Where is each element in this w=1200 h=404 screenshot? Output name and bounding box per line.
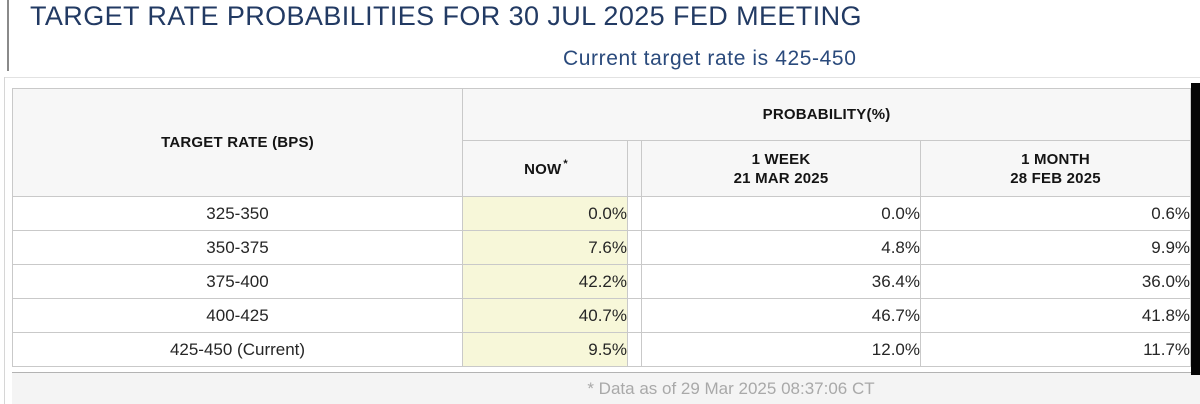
- table-row: 325-350 0.0% 0.0% 0.6%: [12, 196, 1192, 231]
- month-probability-cell: 41.8%: [919, 298, 1192, 333]
- now-probability-cell: 40.7%: [462, 298, 628, 333]
- month-date: 28 FEB 2025: [1010, 169, 1101, 187]
- month-probability-cell: 11.7%: [919, 332, 1192, 367]
- now-probability-cell: 7.6%: [462, 230, 628, 265]
- week-probability-cell: 4.8%: [641, 230, 921, 265]
- data-as-of-footnote: * Data as of 29 Mar 2025 08:37:06 CT: [12, 372, 1200, 404]
- column-header-now: NOW *: [462, 140, 628, 197]
- now-probability-cell: 0.0%: [462, 196, 628, 231]
- current-target-rate-subtitle: Current target rate is 425-450: [563, 47, 857, 70]
- spacer-cell: [627, 332, 642, 367]
- rate-range-cell: 375-400: [12, 264, 463, 299]
- month-probability-cell: 9.9%: [919, 230, 1192, 265]
- now-probability-cell: 9.5%: [462, 332, 628, 367]
- column-header-probability: PROBABILITY(%): [461, 88, 1192, 141]
- column-header-1-month: 1 MONTH 28 FEB 2025: [919, 140, 1192, 197]
- week-label: 1 WEEK: [751, 150, 811, 168]
- title-left-rule: [7, 0, 9, 71]
- spacer-cell: [627, 230, 642, 265]
- column-header-1-week: 1 WEEK 21 MAR 2025: [641, 140, 921, 197]
- month-probability-cell: 0.6%: [919, 196, 1192, 231]
- rate-range-cell: 325-350: [12, 196, 463, 231]
- table-row: 375-400 42.2% 36.4% 36.0%: [12, 264, 1192, 299]
- month-label: 1 MONTH: [1021, 150, 1090, 168]
- rate-range-cell: 400-425: [12, 298, 463, 333]
- week-probability-cell: 12.0%: [641, 332, 921, 367]
- table-row: 425-450 (Current) 9.5% 12.0% 11.7%: [12, 332, 1192, 367]
- section-divider: [4, 77, 1200, 78]
- week-probability-cell: 0.0%: [641, 196, 921, 231]
- now-probability-cell: 42.2%: [462, 264, 628, 299]
- probability-table: TARGET RATE (BPS) PROBABILITY(%) NOW * 1 …: [12, 88, 1192, 367]
- panel-left-rule: [4, 77, 5, 404]
- rate-range-cell: 425-450 (Current): [12, 332, 463, 367]
- table-row: 350-375 7.6% 4.8% 9.9%: [12, 230, 1192, 265]
- spacer-cell: [627, 298, 642, 333]
- week-probability-cell: 36.4%: [641, 264, 921, 299]
- column-header-target-rate: TARGET RATE (BPS): [12, 88, 463, 197]
- spacer-cell: [627, 196, 642, 231]
- vertical-scrollbar[interactable]: [1191, 83, 1200, 375]
- month-probability-cell: 36.0%: [919, 264, 1192, 299]
- week-date: 21 MAR 2025: [733, 169, 829, 187]
- table-row: 400-425 40.7% 46.7% 41.8%: [12, 298, 1192, 333]
- footnote-asterisk: *: [563, 158, 568, 170]
- spacer-column-header: [627, 140, 642, 197]
- week-probability-cell: 46.7%: [641, 298, 921, 333]
- page-title: TARGET RATE PROBABILITIES FOR 30 JUL 202…: [30, 1, 862, 31]
- spacer-cell: [627, 264, 642, 299]
- rate-range-cell: 350-375: [12, 230, 463, 265]
